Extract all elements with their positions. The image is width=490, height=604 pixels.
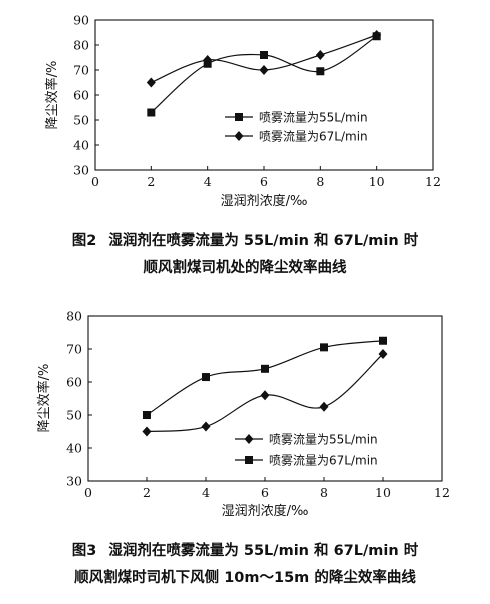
fig3-x-tick-label: 2 (143, 485, 151, 500)
figure-3-caption-line-1: 图3 湿润剂在喷雾流量为 55L/min 和 67L/min 时 (0, 538, 490, 565)
fig3-x-tick-label: 4 (202, 485, 210, 500)
figure-3-caption: 图3 湿润剂在喷雾流量为 55L/min 和 67L/min 时 顺风割煤时司机下… (0, 538, 490, 592)
fig2-y-tick-label: 70 (73, 63, 89, 78)
fig3-y-tick-label: 70 (66, 342, 82, 357)
fig3-x-tick-label: 0 (84, 485, 92, 500)
fig2-series-2-point (315, 50, 325, 60)
fig2-plot-frame (94, 19, 434, 171)
fig3-x-tick-label: 6 (261, 485, 269, 500)
fig2-series-2-point (203, 55, 213, 65)
fig2-series-1-point (147, 108, 156, 117)
fig2-x-tick-label: 2 (147, 174, 155, 189)
fig2-series-1-point (260, 51, 268, 59)
fig3-y-tick-label: 30 (66, 474, 82, 489)
fig2-y-tick-label: 50 (73, 113, 89, 128)
fig3-y-tick-label: 80 (66, 309, 82, 324)
fig2-x-tick-label: 6 (260, 174, 268, 189)
fig3-y-axis-label: 降尘效率/% (36, 364, 52, 433)
figure-2-caption-text-1: 湿润剂在喷雾流量为 55L/min 和 67L/min 时 (108, 233, 419, 249)
fig2-x-tick-label: 0 (91, 174, 99, 189)
fig3-legend-label: 喷雾流量为67L/min (269, 454, 378, 468)
fig3-series-1-point (319, 401, 329, 412)
fig2-y-tick-label: 80 (73, 38, 89, 53)
fig2-legend-marker (234, 131, 244, 141)
fig3-series-1-point (142, 426, 152, 437)
figure-3-number: 图3 (71, 543, 97, 559)
fig2-y-tick-label: 30 (73, 163, 89, 178)
figure-3-caption-line-2: 顺风割煤时司机下风侧 10m～15m 的降尘效率曲线 (74, 570, 416, 586)
fig2-y-tick-label: 40 (73, 138, 89, 153)
fig3-series-2-point (202, 373, 210, 382)
figure-2-caption-line-2: 顺风割煤司机处的降尘效率曲线 (143, 260, 347, 276)
fig2-legend-label: 喷雾流量为67L/min (259, 130, 368, 144)
fig3-series-1-point (378, 348, 388, 359)
fig3-y-tick-label: 50 (66, 408, 82, 423)
fig2-y-axis-label: 降尘效率/% (44, 61, 60, 130)
fig2-series-2-point (259, 65, 269, 75)
fig3-series-2-point (143, 411, 151, 419)
fig3-legend-marker (244, 434, 254, 444)
figure-2-chart: 0 2 4 6 8 10 12 30 40 50 60 70 80 90 湿润剂浓度/‰ 降尘效率/% 喷雾流量… (44, 13, 441, 210)
fig2-y-tick-label: 90 (73, 13, 89, 28)
fig3-legend-label: 喷雾流量为55L/min (269, 433, 378, 447)
figure-3-caption-text-1: 湿润剂在喷雾流量为 55L/min 和 67L/min 时 (108, 543, 419, 559)
fig2-x-tick-label: 4 (204, 174, 212, 189)
fig3-series-1-point (201, 421, 211, 432)
fig3-series-2-point (320, 343, 328, 352)
fig3-x-tick-label: 12 (434, 485, 450, 500)
fig2-series-2-point (146, 77, 156, 88)
fig3-x-axis-label: 湿润剂浓度/‰ (222, 503, 309, 519)
fig2-x-tick-label: 12 (425, 174, 441, 189)
fig3-x-tick-label: 8 (320, 485, 328, 500)
figure-2-caption-line-1: 图2 湿润剂在喷雾流量为 55L/min 和 67L/min 时 (0, 228, 490, 255)
fig2-legend-label: 喷雾流量为55L/min (259, 111, 368, 125)
fig3-y-tick-label: 40 (66, 441, 82, 456)
fig3-series-2-line (146, 340, 384, 416)
fig2-series-2-point (372, 30, 382, 40)
figure-2-number: 图2 (71, 233, 97, 249)
fig3-y-tick-label: 60 (66, 375, 82, 390)
figure-2-caption: 图2 湿润剂在喷雾流量为 55L/min 和 67L/min 时 顺风割煤司机处的… (0, 228, 490, 282)
fig2-x-axis-label: 湿润剂浓度/‰ (221, 193, 308, 209)
fig3-series-2-point (261, 364, 269, 373)
figure-3-chart: 0 2 4 6 8 10 12 30 40 50 60 70 80 湿润剂浓度/‰ 降尘效率/% 喷雾流量为5… (36, 309, 450, 520)
fig2-x-tick-label: 8 (316, 174, 324, 189)
fig3-x-tick-label: 10 (375, 485, 391, 500)
fig3-legend-marker (245, 456, 253, 464)
fig2-x-tick-label: 10 (369, 174, 385, 189)
fig2-legend-marker (235, 113, 243, 121)
fig3-series-2-point (379, 336, 387, 345)
fig2-y-tick-label: 60 (73, 88, 89, 103)
fig2-series-1-point (316, 67, 325, 76)
fig3-series-1-point (260, 390, 270, 401)
